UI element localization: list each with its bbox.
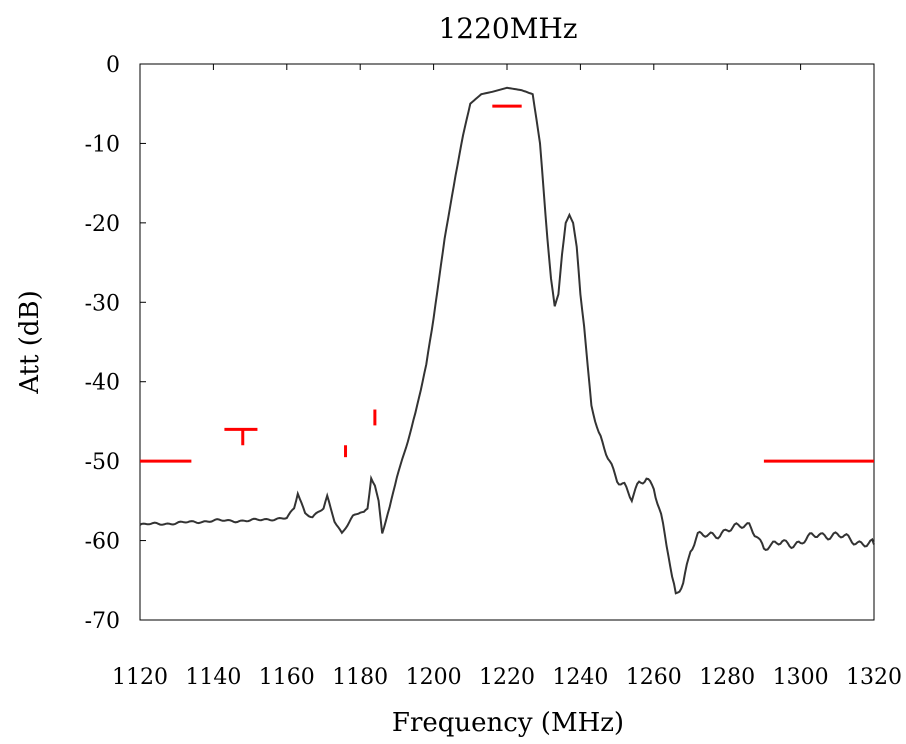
y-axis: 0 -10 -20 -30 -40 -50 -60 -70 [85,53,146,634]
y-tick-label: -50 [85,450,120,475]
x-tick-label: 1160 [259,665,315,690]
series-line [139,86,875,595]
spec-mask [140,104,874,463]
x-axis: 1120 1140 1160 1180 1200 1220 1240 1260 1280 1300… [112,64,902,690]
y-tick-label: 0 [106,53,120,78]
x-tick-label: 1220 [479,665,535,690]
x-tick-label: 1200 [406,665,462,690]
plot-border [139,63,875,621]
y-tick-label: -70 [85,609,120,634]
y-tick-label: -10 [85,132,120,157]
x-tick-label: 1240 [552,665,608,690]
x-tick-label: 1280 [699,665,755,690]
plot-area [139,63,875,621]
y-tick-label: -40 [85,371,120,396]
x-tick-label: 1260 [626,665,682,690]
y-tick-label: -60 [85,530,120,555]
x-tick-label: 1180 [332,665,388,690]
x-tick-label: 1300 [773,665,829,690]
y-tick-label: -30 [85,291,120,316]
y-axis-label: Att (dB) [15,290,45,395]
y-tick-label: -20 [85,212,120,237]
x-tick-label: 1140 [185,665,241,690]
x-axis-label: Frequency (MHz) [392,708,624,738]
x-tick-label: 1120 [112,665,168,690]
chart-title: 1220MHz [438,12,577,45]
x-tick-label: 1320 [846,665,902,690]
